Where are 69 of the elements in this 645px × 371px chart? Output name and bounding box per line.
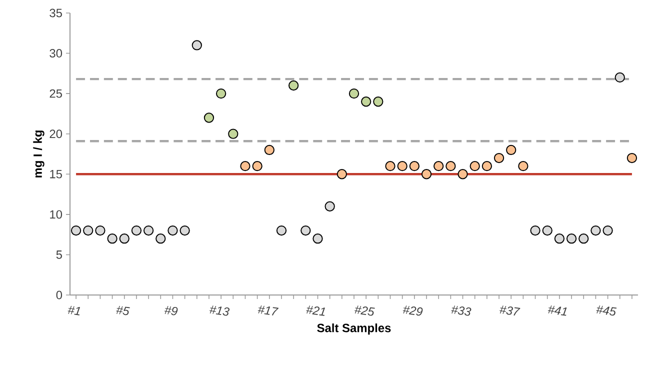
point	[131, 225, 142, 236]
point	[530, 225, 540, 236]
x-axis-title: Salt Samples	[317, 323, 391, 335]
x-tick-label: #9	[164, 306, 178, 316]
x-tick-label: #17	[258, 305, 279, 316]
point	[446, 161, 456, 172]
point	[421, 169, 432, 180]
point	[566, 234, 577, 244]
x-tick-label: #37	[500, 306, 520, 316]
x-tick-label: #25	[354, 306, 375, 316]
point	[252, 161, 262, 172]
y-tick-label: 35	[50, 8, 62, 18]
point	[482, 161, 492, 172]
point	[626, 152, 638, 164]
y-tick-label: 15	[50, 170, 62, 178]
point	[95, 225, 106, 236]
x-tick-label: #45	[596, 305, 617, 316]
point	[300, 225, 311, 236]
point	[470, 161, 480, 172]
point	[83, 225, 94, 236]
y-tick-label: 25	[50, 89, 62, 98]
y-tick-label: 10	[50, 210, 62, 219]
y-tick-label: 30	[50, 49, 62, 58]
point	[494, 152, 504, 164]
point	[434, 161, 444, 172]
point	[506, 144, 516, 156]
point	[361, 96, 372, 107]
point	[216, 88, 226, 99]
x-tick-label: #29	[402, 306, 423, 316]
x-tick-label: #33	[451, 306, 472, 316]
y-axis-title: mg I / kg	[33, 130, 44, 178]
point	[602, 225, 613, 236]
y-tick-label: 0	[56, 290, 62, 300]
point	[385, 161, 396, 172]
point	[156, 234, 166, 244]
point	[168, 225, 178, 236]
x-tick-label: #1	[68, 306, 80, 316]
x-tick-label: #41	[548, 305, 567, 316]
point	[336, 169, 347, 180]
point	[204, 112, 214, 123]
point	[518, 161, 528, 172]
point	[324, 201, 335, 212]
point	[180, 225, 190, 236]
point	[348, 88, 360, 99]
y-tick-label: 20	[50, 130, 62, 138]
point	[107, 234, 118, 244]
point	[143, 225, 154, 236]
point	[192, 40, 202, 50]
point	[578, 234, 589, 244]
point	[288, 80, 299, 91]
point	[119, 234, 130, 244]
point	[228, 128, 238, 139]
point	[409, 161, 420, 172]
point	[458, 169, 468, 180]
point	[542, 225, 552, 236]
x-tick-label: #5	[116, 306, 130, 316]
point	[397, 161, 408, 172]
point	[554, 234, 565, 244]
point	[240, 161, 250, 172]
point	[614, 72, 625, 83]
x-tick-label: #13	[210, 306, 230, 316]
point	[373, 96, 384, 107]
x-tick-label: #21	[306, 306, 325, 316]
point	[264, 144, 274, 156]
point	[276, 225, 287, 236]
y-tick-label: 5	[56, 250, 62, 259]
point	[590, 225, 601, 236]
point	[312, 234, 323, 244]
point	[70, 225, 82, 236]
